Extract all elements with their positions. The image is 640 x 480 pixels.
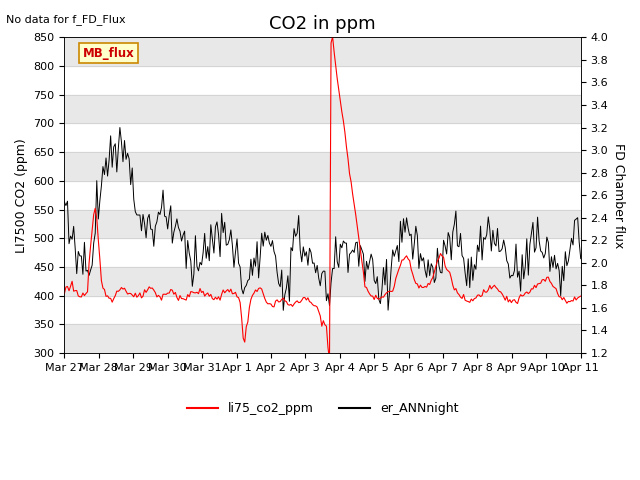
Title: CO2 in ppm: CO2 in ppm — [269, 15, 376, 33]
Bar — [65, 37, 580, 66]
Text: No data for f_FD_Flux: No data for f_FD_Flux — [6, 14, 126, 25]
Bar — [65, 152, 580, 181]
Y-axis label: LI7500 CO2 (ppm): LI7500 CO2 (ppm) — [15, 138, 28, 252]
Bar — [65, 324, 580, 353]
Y-axis label: FD Chamber flux: FD Chamber flux — [612, 143, 625, 248]
Legend: li75_co2_ppm, er_ANNnight: li75_co2_ppm, er_ANNnight — [182, 397, 463, 420]
Bar — [65, 209, 580, 238]
Text: MB_flux: MB_flux — [83, 47, 134, 60]
Bar — [65, 95, 580, 123]
Bar — [65, 267, 580, 296]
